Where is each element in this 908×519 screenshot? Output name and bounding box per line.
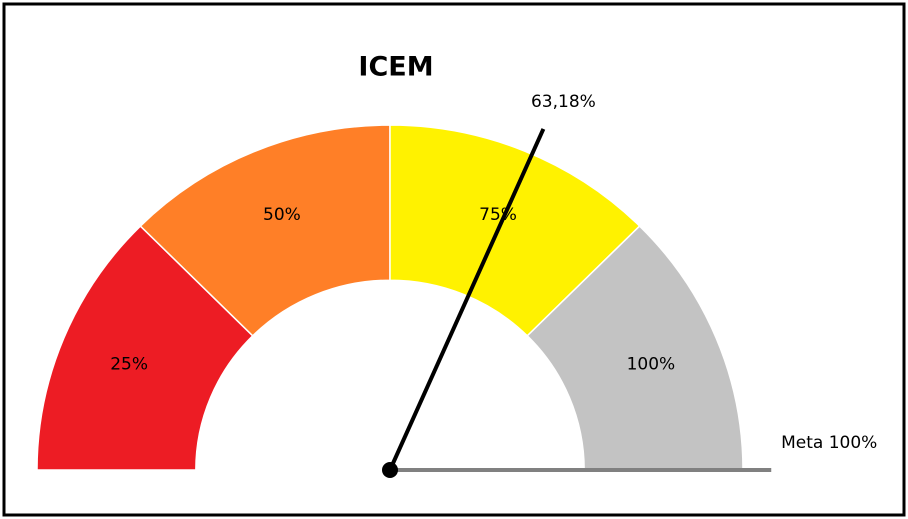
needle-hub	[382, 462, 398, 478]
needle	[388, 128, 546, 471]
segment-label: 100%	[627, 354, 676, 374]
chart-title: ICEM	[358, 52, 433, 83]
segment-label: 25%	[110, 354, 148, 374]
segment-label: 50%	[263, 205, 301, 225]
needle-label: 63,18%	[531, 92, 596, 112]
segment-label: 75%	[479, 205, 517, 225]
target-label: Meta 100%	[781, 433, 877, 453]
